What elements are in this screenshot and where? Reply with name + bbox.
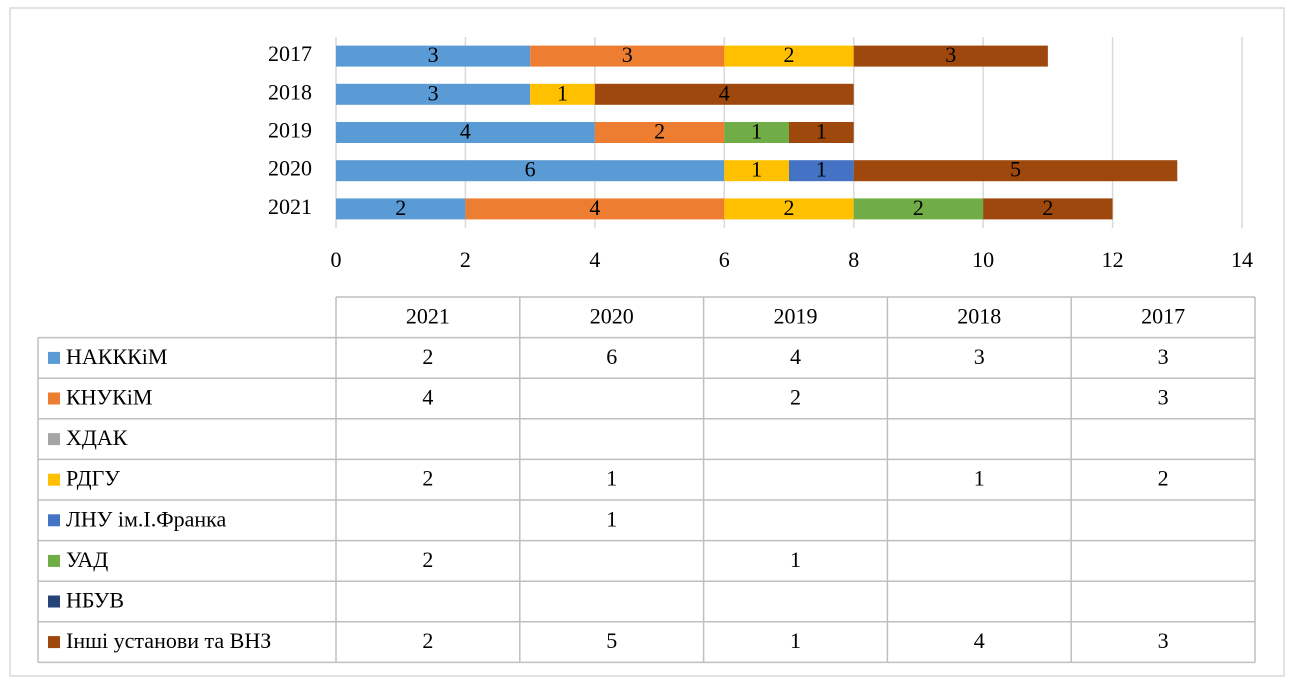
bar-segment: [336, 198, 466, 220]
table-cell: 4: [422, 385, 433, 410]
data-label: 2: [1042, 195, 1053, 220]
legend-swatch: [48, 514, 60, 527]
bar-segment: [336, 45, 531, 67]
bar-segment: [530, 45, 725, 67]
data-label: 4: [589, 195, 600, 220]
table-cell: 5: [606, 628, 617, 653]
table-header: 2021: [406, 303, 450, 328]
legend-swatch: [48, 473, 60, 486]
table-cell: 3: [1158, 344, 1169, 369]
data-label: 2: [395, 195, 406, 220]
legend-label: ХДАК: [66, 425, 128, 450]
table-cell: 2: [790, 385, 801, 410]
legend-label: Інші установи та ВНЗ: [66, 628, 271, 653]
x-tick-label: 2: [460, 247, 471, 272]
table-cell: 1: [974, 466, 985, 491]
bar-segment: [724, 198, 854, 220]
x-tick-label: 14: [1231, 247, 1253, 272]
bar-segment: [336, 122, 595, 143]
table-cell: 1: [790, 547, 801, 572]
data-label: 2: [784, 195, 795, 220]
legend-label: КНУКіМ: [66, 385, 153, 410]
data-label: 6: [525, 157, 536, 182]
bar-segment: [983, 198, 1113, 220]
table-cell: 3: [1158, 385, 1169, 410]
bar-segment: [853, 45, 1048, 67]
table-cell: 2: [422, 344, 433, 369]
data-label: 2: [654, 119, 665, 144]
table-header: 2017: [1141, 303, 1185, 328]
table-cell: 3: [974, 344, 985, 369]
table-header: 2018: [957, 303, 1001, 328]
x-tick-label: 12: [1102, 247, 1124, 272]
bar-segment: [789, 160, 854, 182]
data-label: 1: [816, 157, 827, 182]
data-label: 5: [1010, 157, 1021, 182]
legend-swatch: [48, 636, 60, 649]
data-label: 3: [428, 80, 439, 105]
y-tick-label: 2018: [268, 79, 312, 104]
bar-segment: [789, 122, 854, 143]
table-cell: 1: [606, 506, 617, 531]
legend-swatch: [48, 554, 60, 567]
table-cell: 4: [974, 628, 985, 653]
table-cell: 1: [606, 466, 617, 491]
x-tick-label: 10: [972, 247, 994, 272]
table-cell: 4: [790, 344, 801, 369]
bar-segment: [594, 83, 854, 105]
legend-label: УАД: [66, 547, 108, 572]
x-tick-label: 8: [848, 247, 859, 272]
data-label: 3: [622, 42, 633, 67]
bar-segment: [465, 198, 725, 220]
legend-swatch: [48, 433, 60, 446]
x-tick-label: 6: [719, 247, 730, 272]
bar-segment: [853, 198, 984, 220]
data-label: 2: [784, 42, 795, 67]
legend-swatch: [48, 595, 60, 608]
x-tick-label: 4: [589, 247, 600, 272]
table-cell: 2: [422, 466, 433, 491]
bar-segment: [594, 122, 725, 143]
bar-segment: [724, 45, 854, 67]
legend-label: НАКККіМ: [66, 344, 167, 369]
data-label: 4: [719, 80, 730, 105]
y-tick-label: 2021: [268, 194, 312, 219]
chart-frame: [9, 7, 1285, 677]
y-tick-label: 2020: [268, 156, 312, 181]
bar-segment: [724, 122, 789, 143]
data-label: 4: [460, 119, 471, 144]
y-tick-label: 2017: [268, 41, 312, 66]
bar-segment: [336, 83, 531, 105]
bar-segment: [530, 83, 595, 105]
data-label: 2: [913, 195, 924, 220]
x-tick-label: 0: [331, 247, 342, 272]
table-cell: 2: [1158, 466, 1169, 491]
legend-label: РДГУ: [66, 466, 120, 491]
data-label: 1: [751, 119, 762, 144]
data-label: 1: [557, 80, 568, 105]
y-tick-label: 2019: [268, 118, 312, 143]
table-header: 2020: [590, 303, 634, 328]
table-cell: 2: [422, 628, 433, 653]
legend-swatch: [48, 351, 60, 364]
legend-label: ЛНУ ім.І.Франка: [66, 506, 227, 531]
bar-segment: [336, 160, 725, 182]
table-cell: 1: [790, 628, 801, 653]
legend-label: НБУВ: [66, 588, 124, 613]
data-label: 3: [428, 42, 439, 67]
legend-swatch: [48, 392, 60, 405]
table-header: 2019: [774, 303, 818, 328]
table-cell: 6: [606, 344, 617, 369]
data-label: 1: [751, 157, 762, 182]
data-label: 3: [945, 42, 956, 67]
bar-segment: [724, 160, 789, 182]
table-cell: 3: [1158, 628, 1169, 653]
bar-segment: [853, 160, 1178, 182]
table-cell: 2: [422, 547, 433, 572]
data-label: 1: [816, 119, 827, 144]
